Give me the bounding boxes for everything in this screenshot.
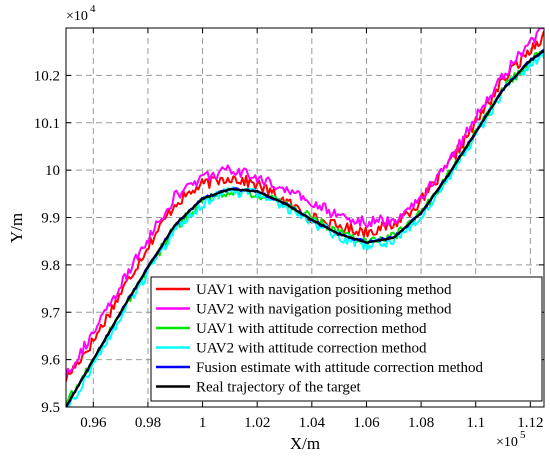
y-exponent-power: 4 <box>90 3 96 15</box>
x-exponent: ×10 5 <box>496 429 526 450</box>
legend-label: UAV2 with navigation positioning method <box>196 302 452 318</box>
y-tick-label: 9.5 <box>41 400 60 416</box>
x-exponent-power: 5 <box>520 429 526 441</box>
y-tick-labels: 9.5 9.6 9.7 9.8 9.9 10 10.1 10.2 <box>34 68 61 416</box>
legend-label: UAV2 with attitude correction method <box>196 341 427 357</box>
legend-label: Real trajectory of the target <box>196 380 361 396</box>
x-tick-label: 0.98 <box>135 415 161 431</box>
legend-label: UAV1 with navigation positioning method <box>196 282 452 298</box>
y-tick-label: 10.2 <box>34 68 60 84</box>
x-axis-label: X/m <box>290 434 320 453</box>
y-exponent: ×10 4 <box>66 3 96 24</box>
x-tick-label: 1.02 <box>244 415 270 431</box>
legend-label: UAV1 with attitude correction method <box>196 321 427 337</box>
y-tick-label: 9.9 <box>41 211 60 227</box>
series-layer <box>66 28 544 407</box>
y-tick-label: 9.8 <box>41 258 60 274</box>
y-tick-label: 10 <box>45 163 60 179</box>
series-line-2 <box>66 28 544 377</box>
y-tick-label: 10.1 <box>34 116 60 132</box>
y-axis-label: Y/m <box>7 213 26 243</box>
legend-entries: UAV1 with navigation positioning method U… <box>156 282 484 396</box>
y-tick-label: 9.6 <box>41 353 60 369</box>
x-tick-labels: 0.96 0.98 1 1.02 1.04 1.06 1.08 1.1 1.12 <box>80 415 543 431</box>
x-tick-label: 1.1 <box>466 415 485 431</box>
legend: UAV1 with navigation positioning method U… <box>150 276 543 402</box>
y-tick-label: 9.7 <box>41 305 60 321</box>
legend-box <box>150 276 543 402</box>
x-tick-label: 1.08 <box>408 415 434 431</box>
x-tick-label: 1.12 <box>517 415 543 431</box>
x-exponent-base: ×10 <box>496 435 518 450</box>
legend-label: Fusion estimate with attitude correction… <box>196 360 484 376</box>
y-exponent-base: ×10 <box>66 9 88 24</box>
x-tick-label: 0.96 <box>80 415 107 431</box>
x-tick-label: 1.04 <box>299 415 326 431</box>
x-tick-label: 1 <box>199 415 207 431</box>
series-line-6 <box>66 49 544 407</box>
x-tick-label: 1.06 <box>353 415 380 431</box>
